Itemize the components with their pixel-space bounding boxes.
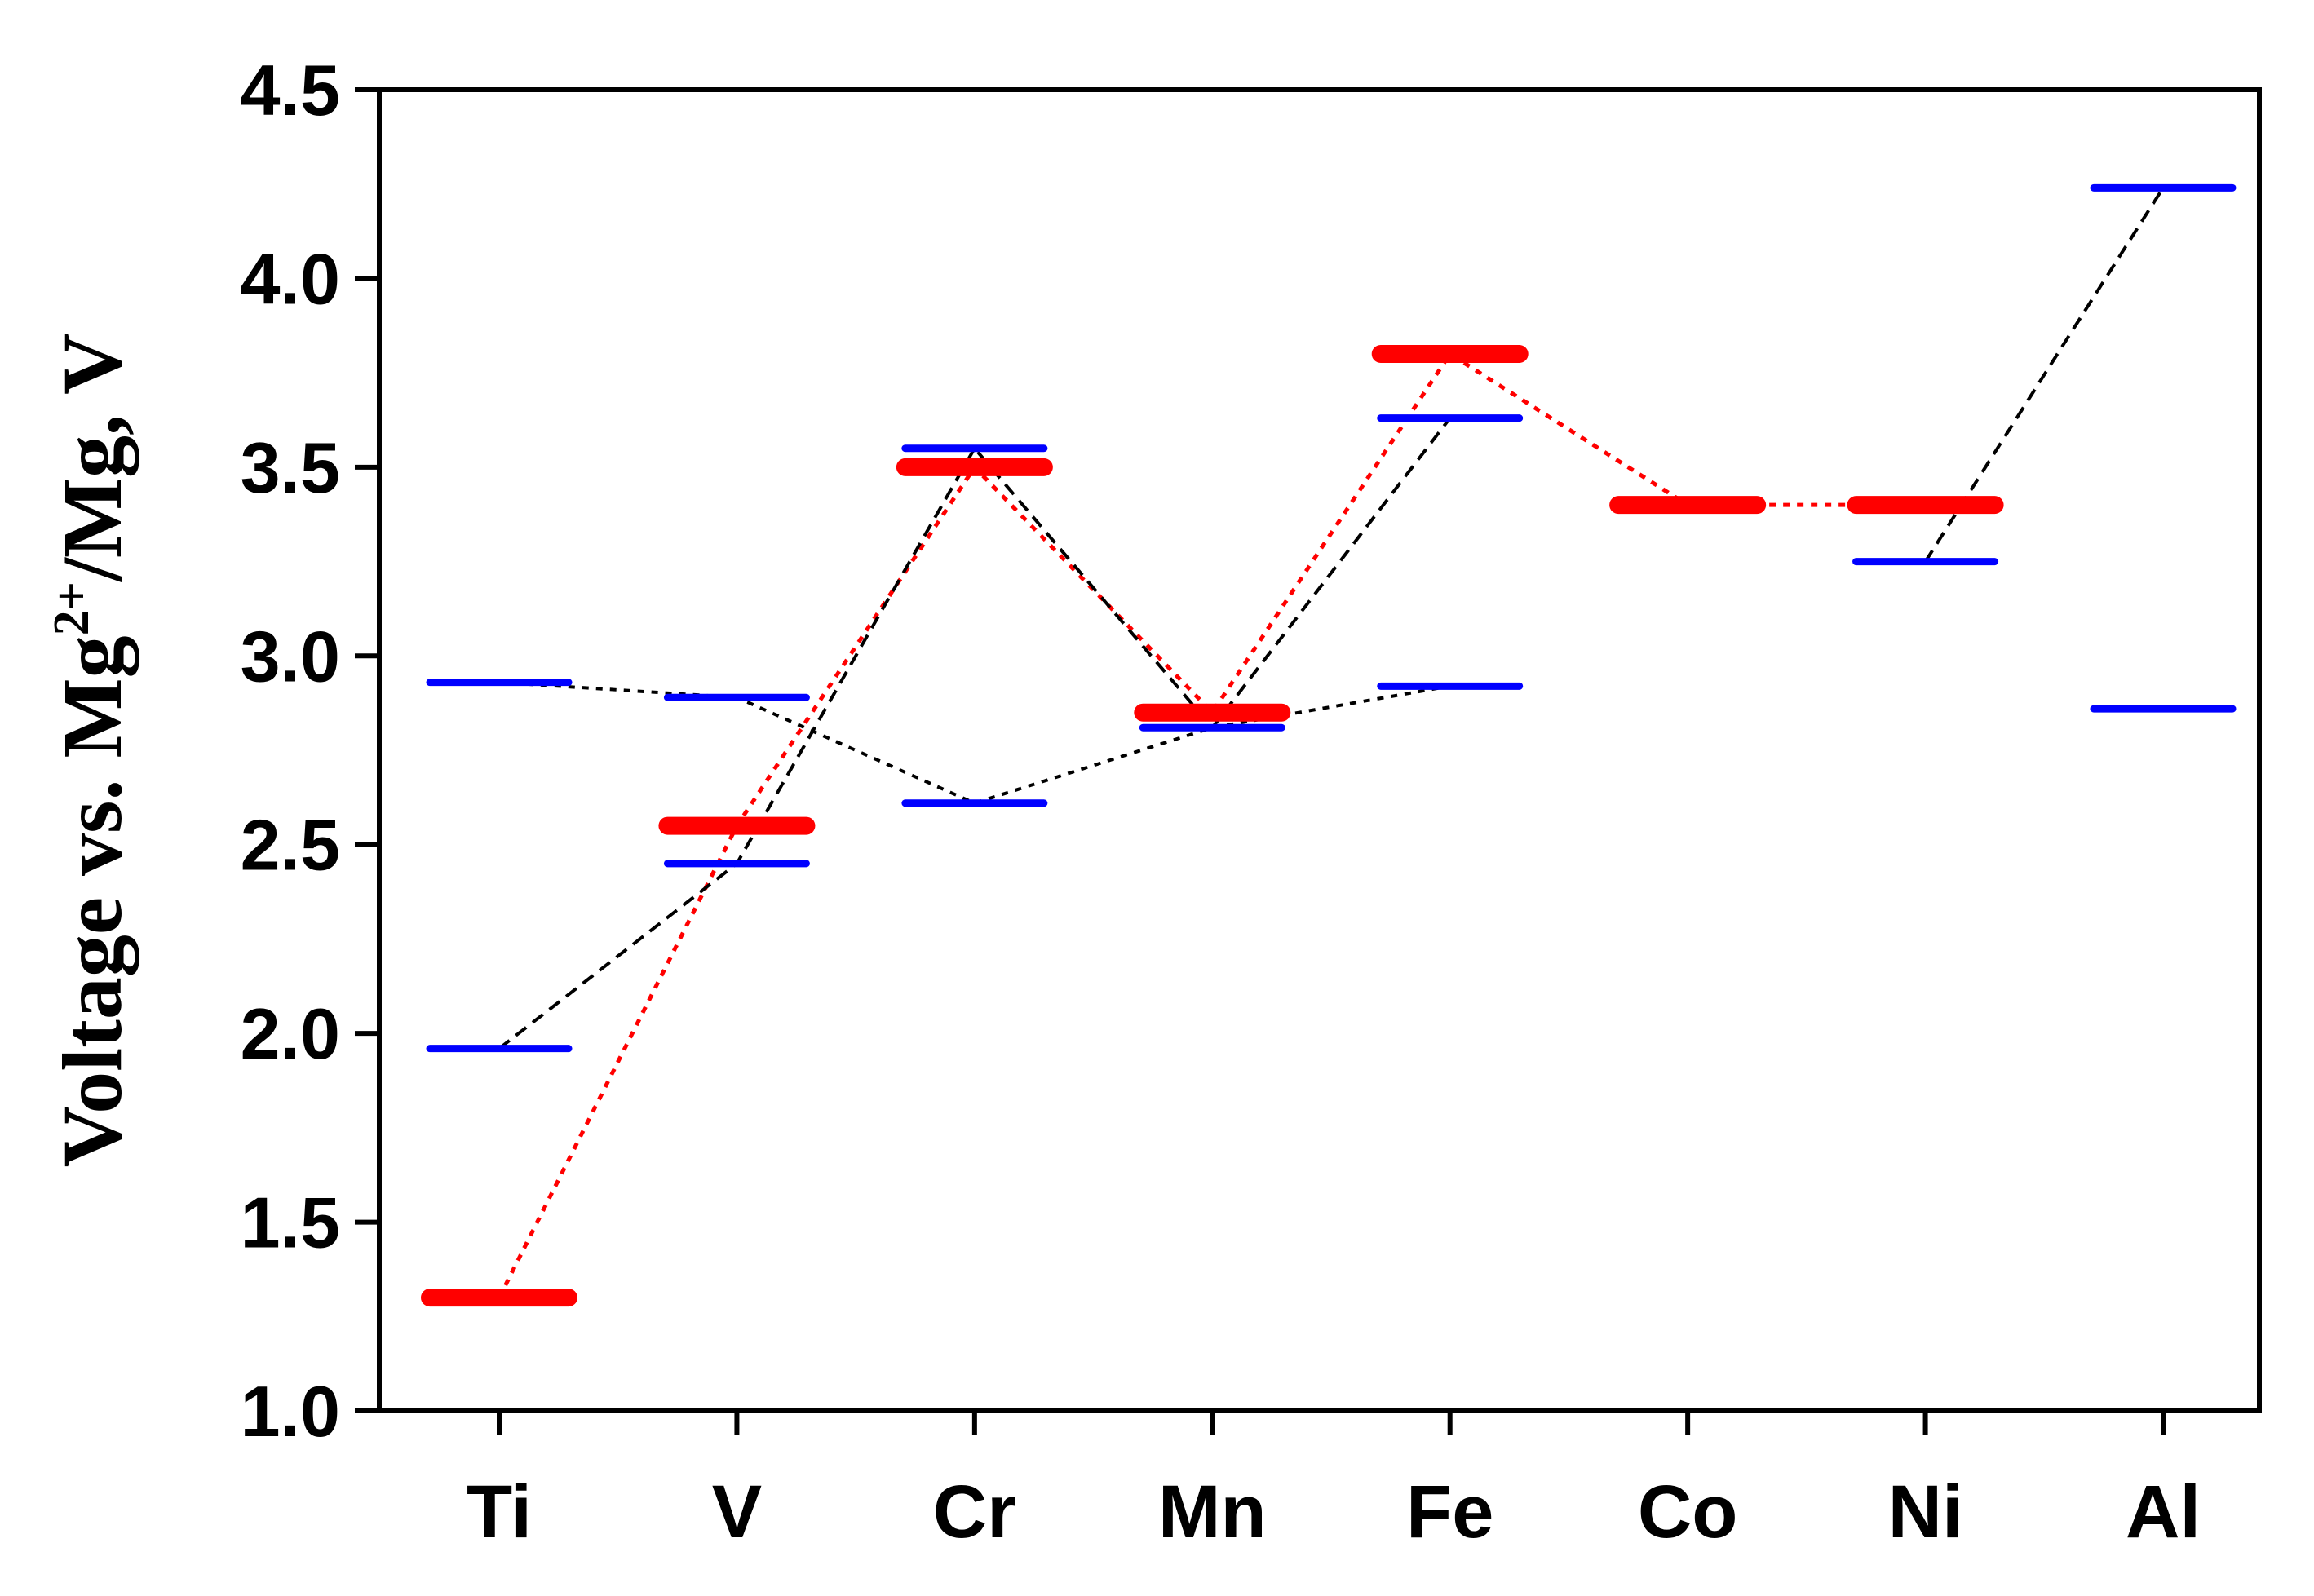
x-tick-label: Co bbox=[1638, 1470, 1738, 1554]
y-axis-title-suffix: /Mg, V bbox=[46, 334, 139, 583]
y-tick-label: 3.5 bbox=[241, 427, 340, 508]
tick-labels: 1.0 1.5 2.0 2.5 3.0 3.5 4.0 4.5 Ti V Cr Mn Fe Co Ni Al bbox=[241, 50, 2201, 1554]
y-tick-label: 2.0 bbox=[241, 993, 340, 1074]
x-tick-label: Mn bbox=[1158, 1470, 1267, 1554]
x-tick-label: Cr bbox=[933, 1470, 1016, 1554]
trend-line-4 bbox=[498, 680, 1451, 805]
y-axis-title-superscript: 2+ bbox=[44, 581, 100, 635]
y-tick-label: 4.5 bbox=[241, 50, 340, 130]
x-tick-label: Al bbox=[2126, 1470, 2201, 1554]
trend-lines bbox=[497, 187, 2165, 1299]
axes bbox=[355, 87, 2262, 1435]
y-axis-title-prefix: Voltage vs. Mg bbox=[46, 635, 139, 1167]
y-tick-label: 2.5 bbox=[241, 805, 340, 886]
data-marks bbox=[421, 183, 2237, 1307]
plot-frame bbox=[377, 87, 2262, 1413]
y-tick-label: 1.0 bbox=[241, 1371, 340, 1452]
y-axis-title: Voltage vs. Mg2+/Mg, V bbox=[44, 334, 139, 1168]
y-tick-label: 1.5 bbox=[241, 1183, 340, 1263]
x-tick-label: Ti bbox=[467, 1470, 532, 1554]
x-tick-label: V bbox=[712, 1470, 762, 1554]
y-tick-label: 3.0 bbox=[241, 616, 340, 696]
x-tick-label: Fe bbox=[1406, 1470, 1493, 1554]
trend-line-2 bbox=[498, 417, 1452, 1050]
x-tick-label: Ni bbox=[1888, 1470, 1963, 1554]
y-tick-label: 4.0 bbox=[241, 238, 340, 319]
